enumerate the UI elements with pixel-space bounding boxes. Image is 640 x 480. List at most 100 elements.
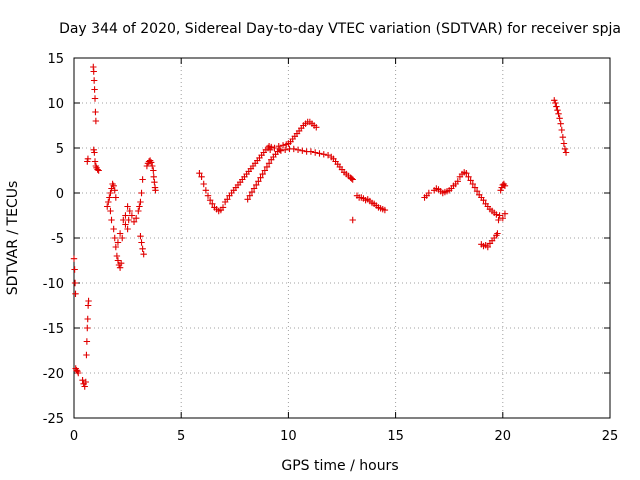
data-point <box>90 77 98 84</box>
data-point <box>126 207 133 215</box>
x-tick-label: 0 <box>70 429 78 444</box>
data-point <box>257 174 264 181</box>
data-point <box>83 351 90 359</box>
data-point <box>471 184 479 191</box>
data-point <box>200 180 207 188</box>
data-point <box>110 182 117 189</box>
data-point <box>75 369 82 377</box>
data-point <box>151 179 158 186</box>
data-point <box>312 149 319 156</box>
data-point <box>91 86 98 93</box>
data-point <box>111 187 118 194</box>
y-tick-label: 10 <box>47 97 64 112</box>
data-point <box>250 185 258 192</box>
y-tick-label: -20 <box>43 367 64 382</box>
data-point <box>324 152 332 159</box>
data-point <box>558 126 565 134</box>
data-point <box>463 170 470 177</box>
y-tick-label: -5 <box>51 232 64 247</box>
data-point <box>494 230 501 237</box>
y-tick-label: 0 <box>56 187 64 202</box>
data-point <box>83 338 91 345</box>
data-point <box>138 189 145 197</box>
data-point <box>555 110 562 117</box>
data-point <box>497 187 504 194</box>
data-point <box>454 178 461 185</box>
data-point <box>290 145 297 153</box>
data-point <box>79 377 86 384</box>
data-point <box>84 324 91 332</box>
y-axis: 15 10 5 0 -5 -10 -15 -20 -25 <box>43 52 610 427</box>
data-point <box>116 264 124 271</box>
data-point <box>499 215 506 222</box>
data-point <box>107 207 114 215</box>
x-tick-label: 25 <box>602 429 619 444</box>
data-point <box>206 197 214 204</box>
data-point <box>130 218 138 225</box>
data-point <box>112 243 120 251</box>
data-point <box>501 182 509 189</box>
data-point <box>152 187 159 194</box>
y-tick-label: -10 <box>43 277 64 292</box>
data-point <box>94 166 101 173</box>
data-point <box>299 147 306 154</box>
data-point <box>92 117 100 125</box>
data-point <box>261 167 269 174</box>
data-point <box>557 120 564 127</box>
data-point <box>425 189 433 197</box>
data-point <box>562 149 570 156</box>
data-point <box>469 180 476 188</box>
y-tick-label: 15 <box>47 52 64 67</box>
data-point <box>95 167 102 174</box>
data-point <box>294 146 302 153</box>
data-point <box>259 170 266 178</box>
data-point <box>349 216 356 224</box>
data-point <box>110 225 117 233</box>
data-point <box>135 207 142 215</box>
chart-title: Day 344 of 2020, Sidereal Day-to-day VTE… <box>59 21 621 37</box>
data-point <box>85 297 92 305</box>
data-point <box>137 198 144 206</box>
data-point <box>495 216 502 224</box>
y-axis-title: SDTVAR / TECUs <box>5 181 21 296</box>
data-point <box>219 204 227 211</box>
data-point <box>91 158 99 165</box>
data-point <box>473 188 481 195</box>
data-point <box>277 147 285 154</box>
data-point <box>113 252 121 260</box>
data-point <box>224 196 231 203</box>
data-point <box>114 239 122 246</box>
data-point <box>560 140 568 147</box>
data-point <box>313 124 320 131</box>
data-point <box>255 178 262 185</box>
data-point <box>316 150 323 157</box>
data-point <box>198 173 205 180</box>
data-point <box>143 162 151 170</box>
data-point <box>125 216 132 224</box>
data-point <box>281 146 289 153</box>
data-point <box>265 160 273 167</box>
data-point <box>498 184 505 191</box>
data-point <box>263 163 271 171</box>
data-point <box>71 279 79 287</box>
data-point <box>122 221 129 228</box>
data-point <box>132 215 140 222</box>
data-point <box>90 146 97 153</box>
data-point <box>128 212 136 219</box>
data-point <box>72 290 79 297</box>
data-point <box>92 108 99 116</box>
data-point <box>124 225 131 233</box>
data-point <box>84 158 91 165</box>
x-tick-label: 15 <box>387 429 404 444</box>
data-point <box>348 175 355 182</box>
x-axis: 0 5 10 15 20 25 <box>70 58 618 444</box>
data-point <box>244 196 251 203</box>
data-point <box>137 233 144 240</box>
data-point <box>112 194 120 201</box>
data-point <box>275 143 282 150</box>
data-point <box>268 143 275 151</box>
data-point <box>107 189 114 197</box>
data-point <box>501 210 509 217</box>
